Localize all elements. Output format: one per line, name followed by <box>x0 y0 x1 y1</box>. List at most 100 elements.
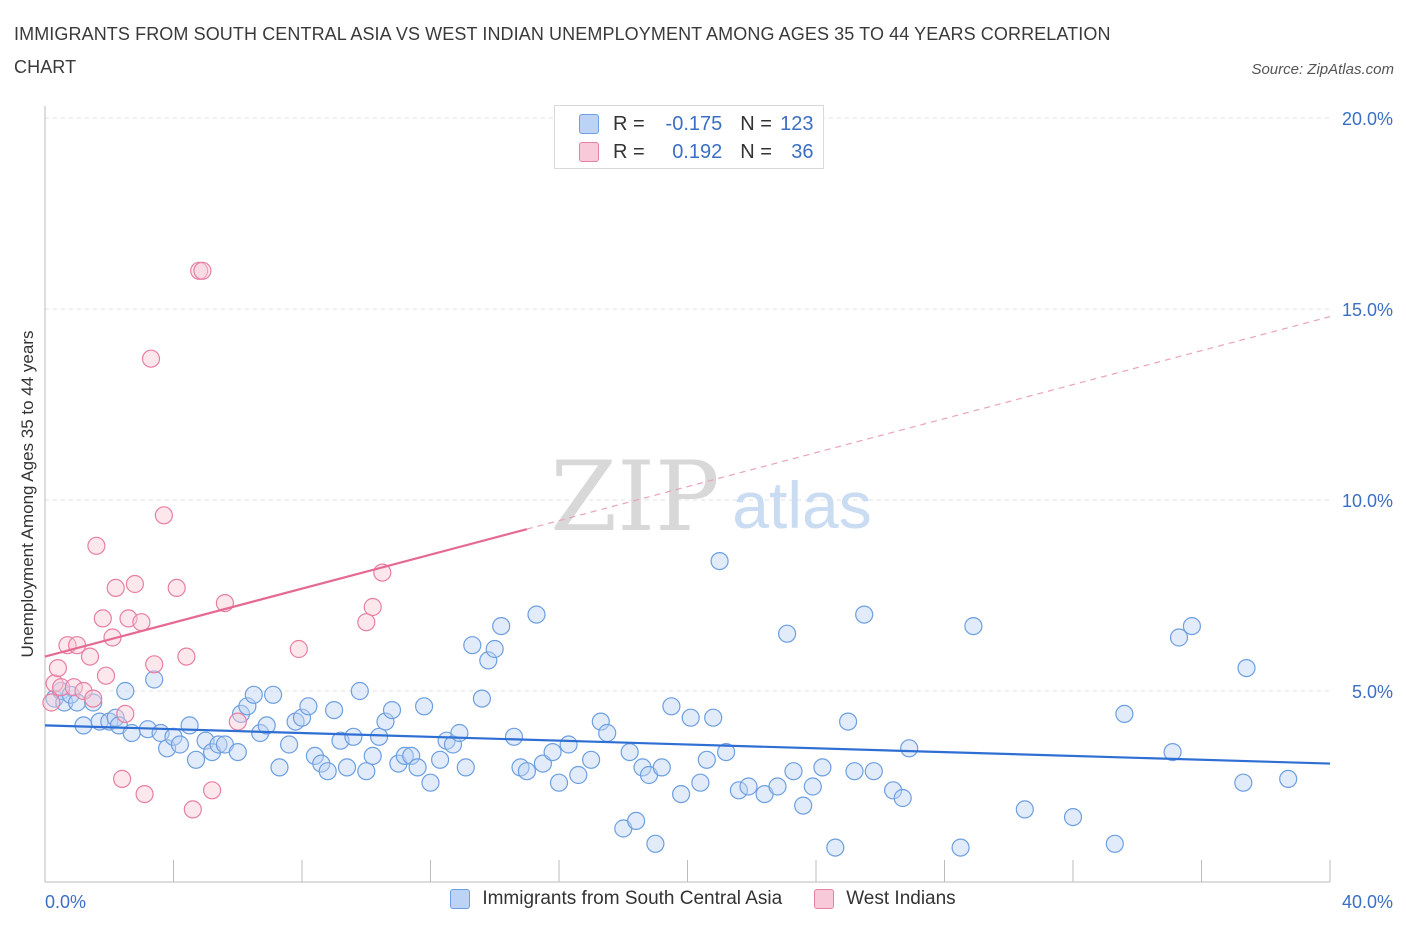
point-south-central-asia <box>116 681 135 701</box>
point-south-central-asia <box>697 750 716 769</box>
point-south-central-asia <box>768 777 787 796</box>
point-south-central-asia <box>431 750 450 769</box>
point-west-indians <box>357 613 376 632</box>
series-legend: Immigrants from South Central Asia West … <box>0 888 1406 910</box>
point-south-central-asia <box>845 762 864 781</box>
chart-source: Source: ZipAtlas.com <box>1251 61 1394 78</box>
point-south-central-asia <box>280 735 299 754</box>
point-south-central-asia <box>408 758 427 777</box>
point-south-central-asia <box>569 765 588 785</box>
point-west-indians <box>74 681 93 701</box>
point-west-indians <box>228 712 247 731</box>
legend-r-label: R = <box>613 112 645 135</box>
data-points <box>42 261 1298 857</box>
point-west-indians <box>167 578 186 598</box>
trend-line-west-indians <box>44 528 528 658</box>
point-west-indians <box>112 769 132 789</box>
legend-swatch-pink <box>814 889 835 909</box>
point-south-central-asia <box>443 735 463 754</box>
point-south-central-asia <box>1163 742 1182 762</box>
point-south-central-asia <box>652 758 671 777</box>
point-west-indians <box>193 261 212 280</box>
point-south-central-asia <box>646 834 665 853</box>
point-south-central-asia <box>145 670 164 689</box>
trend-line-west-indians-projection <box>526 316 1331 530</box>
watermark-zip: ZIP <box>550 441 719 553</box>
point-south-central-asia <box>1169 628 1189 647</box>
legend-swatch-blue <box>579 114 599 134</box>
point-west-indians <box>87 536 106 555</box>
point-south-central-asia <box>186 750 206 769</box>
point-south-central-asia <box>1234 773 1253 792</box>
legend-row-south-central-asia: R = -0.175 N = 123 <box>579 111 814 137</box>
legend-n-value: 123 <box>780 112 814 135</box>
point-south-central-asia <box>777 624 797 643</box>
point-south-central-asia <box>312 754 331 773</box>
point-south-central-asia <box>900 739 919 758</box>
point-west-indians <box>48 658 68 678</box>
point-south-central-asia <box>325 700 344 720</box>
y-tick-label: 5.0% <box>1352 682 1393 702</box>
point-west-indians <box>363 597 382 617</box>
point-west-indians <box>125 574 144 594</box>
point-south-central-asia <box>479 651 498 670</box>
point-south-central-asia <box>264 685 283 704</box>
point-south-central-asia <box>1015 800 1034 819</box>
point-south-central-asia <box>855 605 874 624</box>
legend-swatch-pink <box>579 142 599 162</box>
legend-item-south-central-asia: Immigrants from South Central Asia <box>450 888 782 910</box>
point-south-central-asia <box>813 758 832 777</box>
point-south-central-asia <box>591 712 610 731</box>
trend-lines <box>44 316 1331 765</box>
chart-title: IMMIGRANTS FROM SOUTH CENTRAL ASIA VS WE… <box>14 24 1111 77</box>
point-west-indians <box>93 609 112 628</box>
point-south-central-asia <box>1115 704 1134 724</box>
point-south-central-asia <box>350 681 369 701</box>
point-south-central-asia <box>527 605 546 624</box>
point-south-central-asia <box>883 781 903 800</box>
point-south-central-asia <box>402 746 421 766</box>
point-south-central-asia <box>270 758 289 777</box>
point-west-indians <box>177 647 196 666</box>
point-south-central-asia <box>803 777 822 796</box>
legend-series-name: West Indians <box>846 888 956 909</box>
point-west-indians <box>96 666 116 685</box>
point-south-central-asia <box>238 697 257 716</box>
point-south-central-asia <box>180 716 199 735</box>
y-tick-label: 20.0% <box>1342 109 1393 129</box>
point-south-central-asia <box>784 762 803 781</box>
point-south-central-asia <box>838 712 858 731</box>
trend-line-south-central-asia <box>44 724 1331 765</box>
point-south-central-asia <box>893 788 912 808</box>
point-south-central-asia <box>517 762 537 781</box>
point-south-central-asia <box>456 758 475 777</box>
legend-n-value: 36 <box>791 140 814 163</box>
point-south-central-asia <box>1063 807 1083 827</box>
point-south-central-asia <box>1105 834 1124 853</box>
point-south-central-asia <box>794 796 813 815</box>
point-south-central-asia <box>559 735 578 754</box>
legend-n-label: N = <box>740 140 772 163</box>
point-west-indians <box>135 784 154 804</box>
point-south-central-asia <box>209 735 228 754</box>
point-south-central-asia <box>370 727 389 746</box>
point-west-indians <box>80 647 100 666</box>
point-south-central-asia <box>951 838 970 857</box>
point-south-central-asia <box>704 708 723 727</box>
point-south-central-asia <box>492 616 511 636</box>
correlation-legend: R = -0.175 N = 123 R = 0.192 N = 36 <box>554 105 824 169</box>
legend-row-west-indians: R = 0.192 N = 36 <box>579 139 814 165</box>
point-south-central-asia <box>382 700 402 720</box>
point-west-indians <box>141 349 161 368</box>
point-south-central-asia <box>228 742 247 762</box>
point-south-central-asia <box>716 742 736 762</box>
point-west-indians <box>145 655 164 674</box>
point-south-central-asia <box>1182 616 1202 636</box>
point-south-central-asia <box>964 616 983 636</box>
x-tick-label: 40.0% <box>1342 892 1393 912</box>
point-south-central-asia <box>826 838 845 857</box>
y-tick-label: 15.0% <box>1342 300 1393 320</box>
point-south-central-asia <box>344 727 363 746</box>
point-south-central-asia <box>864 762 883 781</box>
